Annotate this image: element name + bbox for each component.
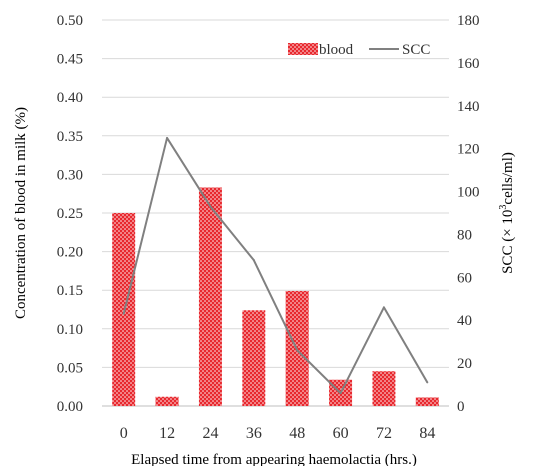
point-scc — [426, 381, 429, 384]
point-scc — [209, 205, 212, 208]
y-tick-label: 0.20 — [57, 245, 83, 261]
bar-blood — [242, 310, 266, 406]
legend-label-scc: SCC — [402, 42, 430, 58]
y-axis-title: Concentration of blood in milk (%) — [13, 107, 29, 319]
line-scc — [122, 136, 429, 395]
y2-axis-title-prefix: SCC (× 10 — [500, 210, 516, 274]
point-scc — [122, 312, 125, 315]
y2-tick-label: 60 — [457, 270, 472, 286]
x-tick-label: 60 — [333, 425, 349, 442]
y2-tick-label: 180 — [457, 13, 480, 29]
y-tick-label: 0.15 — [57, 283, 83, 299]
scc-line-series — [122, 136, 429, 395]
y-tick-label: 0.50 — [57, 13, 83, 29]
legend-swatch-blood — [288, 43, 318, 55]
x-tick-label: 72 — [376, 425, 392, 442]
y2-tick-label: 140 — [457, 99, 480, 115]
legend: blood SCC — [288, 42, 430, 58]
y-tick-label: 0.35 — [57, 129, 83, 145]
x-tick-label: 36 — [246, 425, 262, 442]
axis-ticks: 0.00 0.05 0.10 0.15 0.20 0.25 0.30 0.35 0.40 0.45… — [57, 13, 480, 442]
blood-bars — [112, 187, 439, 406]
y2-axis-title-sup: 3 — [498, 205, 509, 210]
y2-tick-label: 160 — [457, 56, 480, 72]
y2-tick-label: 40 — [457, 313, 472, 329]
bar-blood — [372, 371, 396, 406]
bar-blood — [155, 396, 179, 406]
x-tick-label: 48 — [289, 425, 305, 442]
y2-tick-label: 0 — [457, 399, 465, 415]
y2-tick-label: 100 — [457, 185, 480, 201]
point-scc — [166, 136, 169, 139]
x-tick-label: 24 — [202, 425, 218, 442]
y2-axis-title: SCC (× 103cells/ml) — [498, 152, 516, 274]
y-tick-label: 0.30 — [57, 167, 83, 183]
y-tick-label: 0.40 — [57, 90, 83, 106]
point-scc — [382, 306, 385, 309]
bar-blood — [415, 397, 439, 406]
bar-blood — [112, 213, 136, 406]
y-tick-label: 0.45 — [57, 52, 83, 68]
bar-blood — [198, 187, 222, 406]
x-tick-label: 0 — [120, 425, 128, 442]
y-tick-label: 0.25 — [57, 206, 83, 222]
y-tick-label: 0.05 — [57, 360, 83, 376]
y-tick-label: 0.10 — [57, 322, 83, 338]
y2-tick-label: 80 — [457, 227, 472, 243]
gridlines — [102, 19, 449, 407]
x-tick-label: 12 — [159, 425, 175, 442]
legend-label-blood: blood — [319, 42, 354, 58]
point-scc — [252, 259, 255, 262]
x-tick-label: 84 — [419, 425, 435, 442]
x-axis-title: Elapsed time from appearing haemolactia … — [131, 452, 417, 466]
point-scc — [339, 392, 342, 395]
y2-tick-label: 20 — [457, 356, 472, 372]
point-scc — [296, 349, 299, 352]
y-tick-label: 0.00 — [57, 399, 83, 415]
y2-axis-title-suffix: cells/ml) — [500, 152, 516, 205]
y2-tick-label: 120 — [457, 142, 480, 158]
